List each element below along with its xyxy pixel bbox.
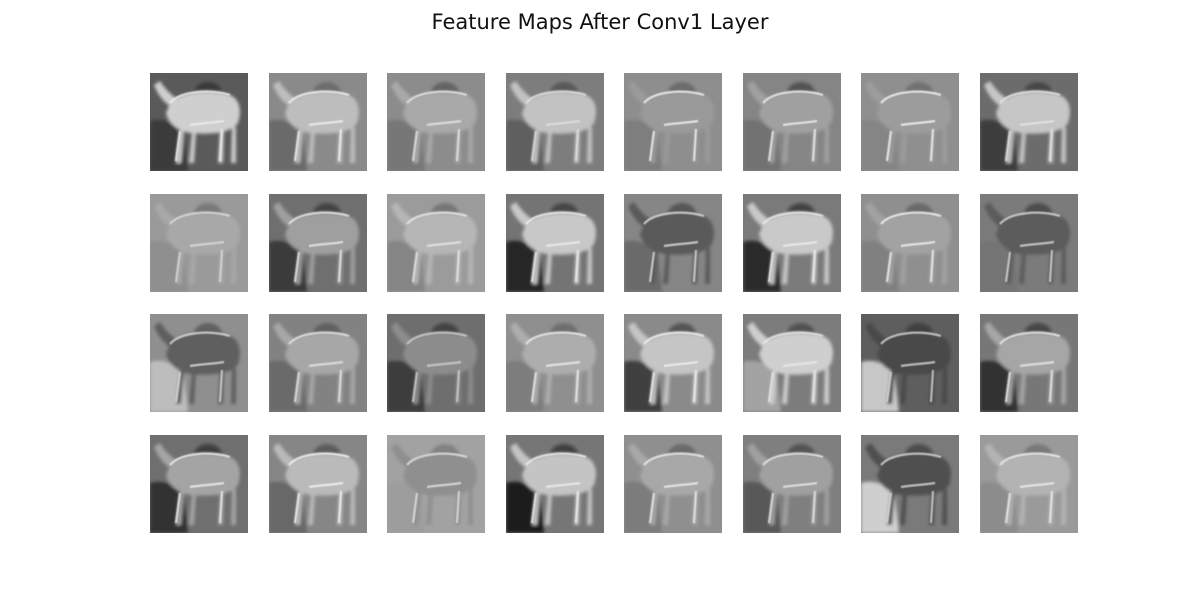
feature-map-image bbox=[150, 435, 248, 533]
feature-map-9 bbox=[150, 194, 248, 292]
feature-map-image bbox=[743, 194, 841, 292]
feature-map-image bbox=[743, 435, 841, 533]
feature-map-32 bbox=[980, 435, 1078, 533]
feature-map-image bbox=[269, 194, 367, 292]
feature-map-31 bbox=[861, 435, 959, 533]
feature-map-image bbox=[861, 314, 959, 412]
feature-map-14 bbox=[743, 194, 841, 292]
feature-map-1 bbox=[150, 73, 248, 171]
feature-map-image bbox=[269, 314, 367, 412]
feature-map-6 bbox=[743, 73, 841, 171]
feature-map-image bbox=[624, 435, 722, 533]
feature-map-image bbox=[861, 194, 959, 292]
feature-map-image bbox=[269, 73, 367, 171]
feature-map-28 bbox=[506, 435, 604, 533]
feature-map-22 bbox=[743, 314, 841, 412]
feature-map-11 bbox=[387, 194, 485, 292]
feature-map-4 bbox=[506, 73, 604, 171]
feature-map-12 bbox=[506, 194, 604, 292]
feature-map-image bbox=[624, 73, 722, 171]
feature-map-image bbox=[506, 314, 604, 412]
feature-map-7 bbox=[861, 73, 959, 171]
feature-map-15 bbox=[861, 194, 959, 292]
feature-map-image bbox=[506, 435, 604, 533]
feature-map-19 bbox=[387, 314, 485, 412]
feature-map-10 bbox=[269, 194, 367, 292]
feature-map-23 bbox=[861, 314, 959, 412]
feature-map-image bbox=[506, 194, 604, 292]
feature-map-30 bbox=[743, 435, 841, 533]
feature-map-25 bbox=[150, 435, 248, 533]
feature-map-2 bbox=[269, 73, 367, 171]
feature-map-17 bbox=[150, 314, 248, 412]
feature-map-8 bbox=[980, 73, 1078, 171]
feature-map-image bbox=[980, 314, 1078, 412]
feature-map-13 bbox=[624, 194, 722, 292]
feature-map-image bbox=[269, 435, 367, 533]
feature-map-image bbox=[861, 73, 959, 171]
feature-map-20 bbox=[506, 314, 604, 412]
feature-map-image bbox=[150, 194, 248, 292]
feature-map-image bbox=[861, 435, 959, 533]
feature-map-16 bbox=[980, 194, 1078, 292]
feature-map-image bbox=[150, 314, 248, 412]
feature-map-image bbox=[624, 194, 722, 292]
feature-map-image bbox=[980, 73, 1078, 171]
feature-map-18 bbox=[269, 314, 367, 412]
feature-map-3 bbox=[387, 73, 485, 171]
feature-map-image bbox=[506, 73, 604, 171]
feature-map-29 bbox=[624, 435, 722, 533]
feature-map-24 bbox=[980, 314, 1078, 412]
feature-map-image bbox=[387, 73, 485, 171]
feature-map-image bbox=[980, 435, 1078, 533]
figure-title: Feature Maps After Conv1 Layer bbox=[431, 10, 769, 34]
feature-map-image bbox=[387, 194, 485, 292]
feature-map-image bbox=[743, 73, 841, 171]
feature-map-21 bbox=[624, 314, 722, 412]
feature-map-26 bbox=[269, 435, 367, 533]
feature-map-image bbox=[150, 73, 248, 171]
feature-map-image bbox=[387, 435, 485, 533]
feature-map-image bbox=[980, 194, 1078, 292]
feature-map-5 bbox=[624, 73, 722, 171]
feature-map-27 bbox=[387, 435, 485, 533]
feature-map-image bbox=[743, 314, 841, 412]
feature-map-image bbox=[387, 314, 485, 412]
feature-map-image bbox=[624, 314, 722, 412]
